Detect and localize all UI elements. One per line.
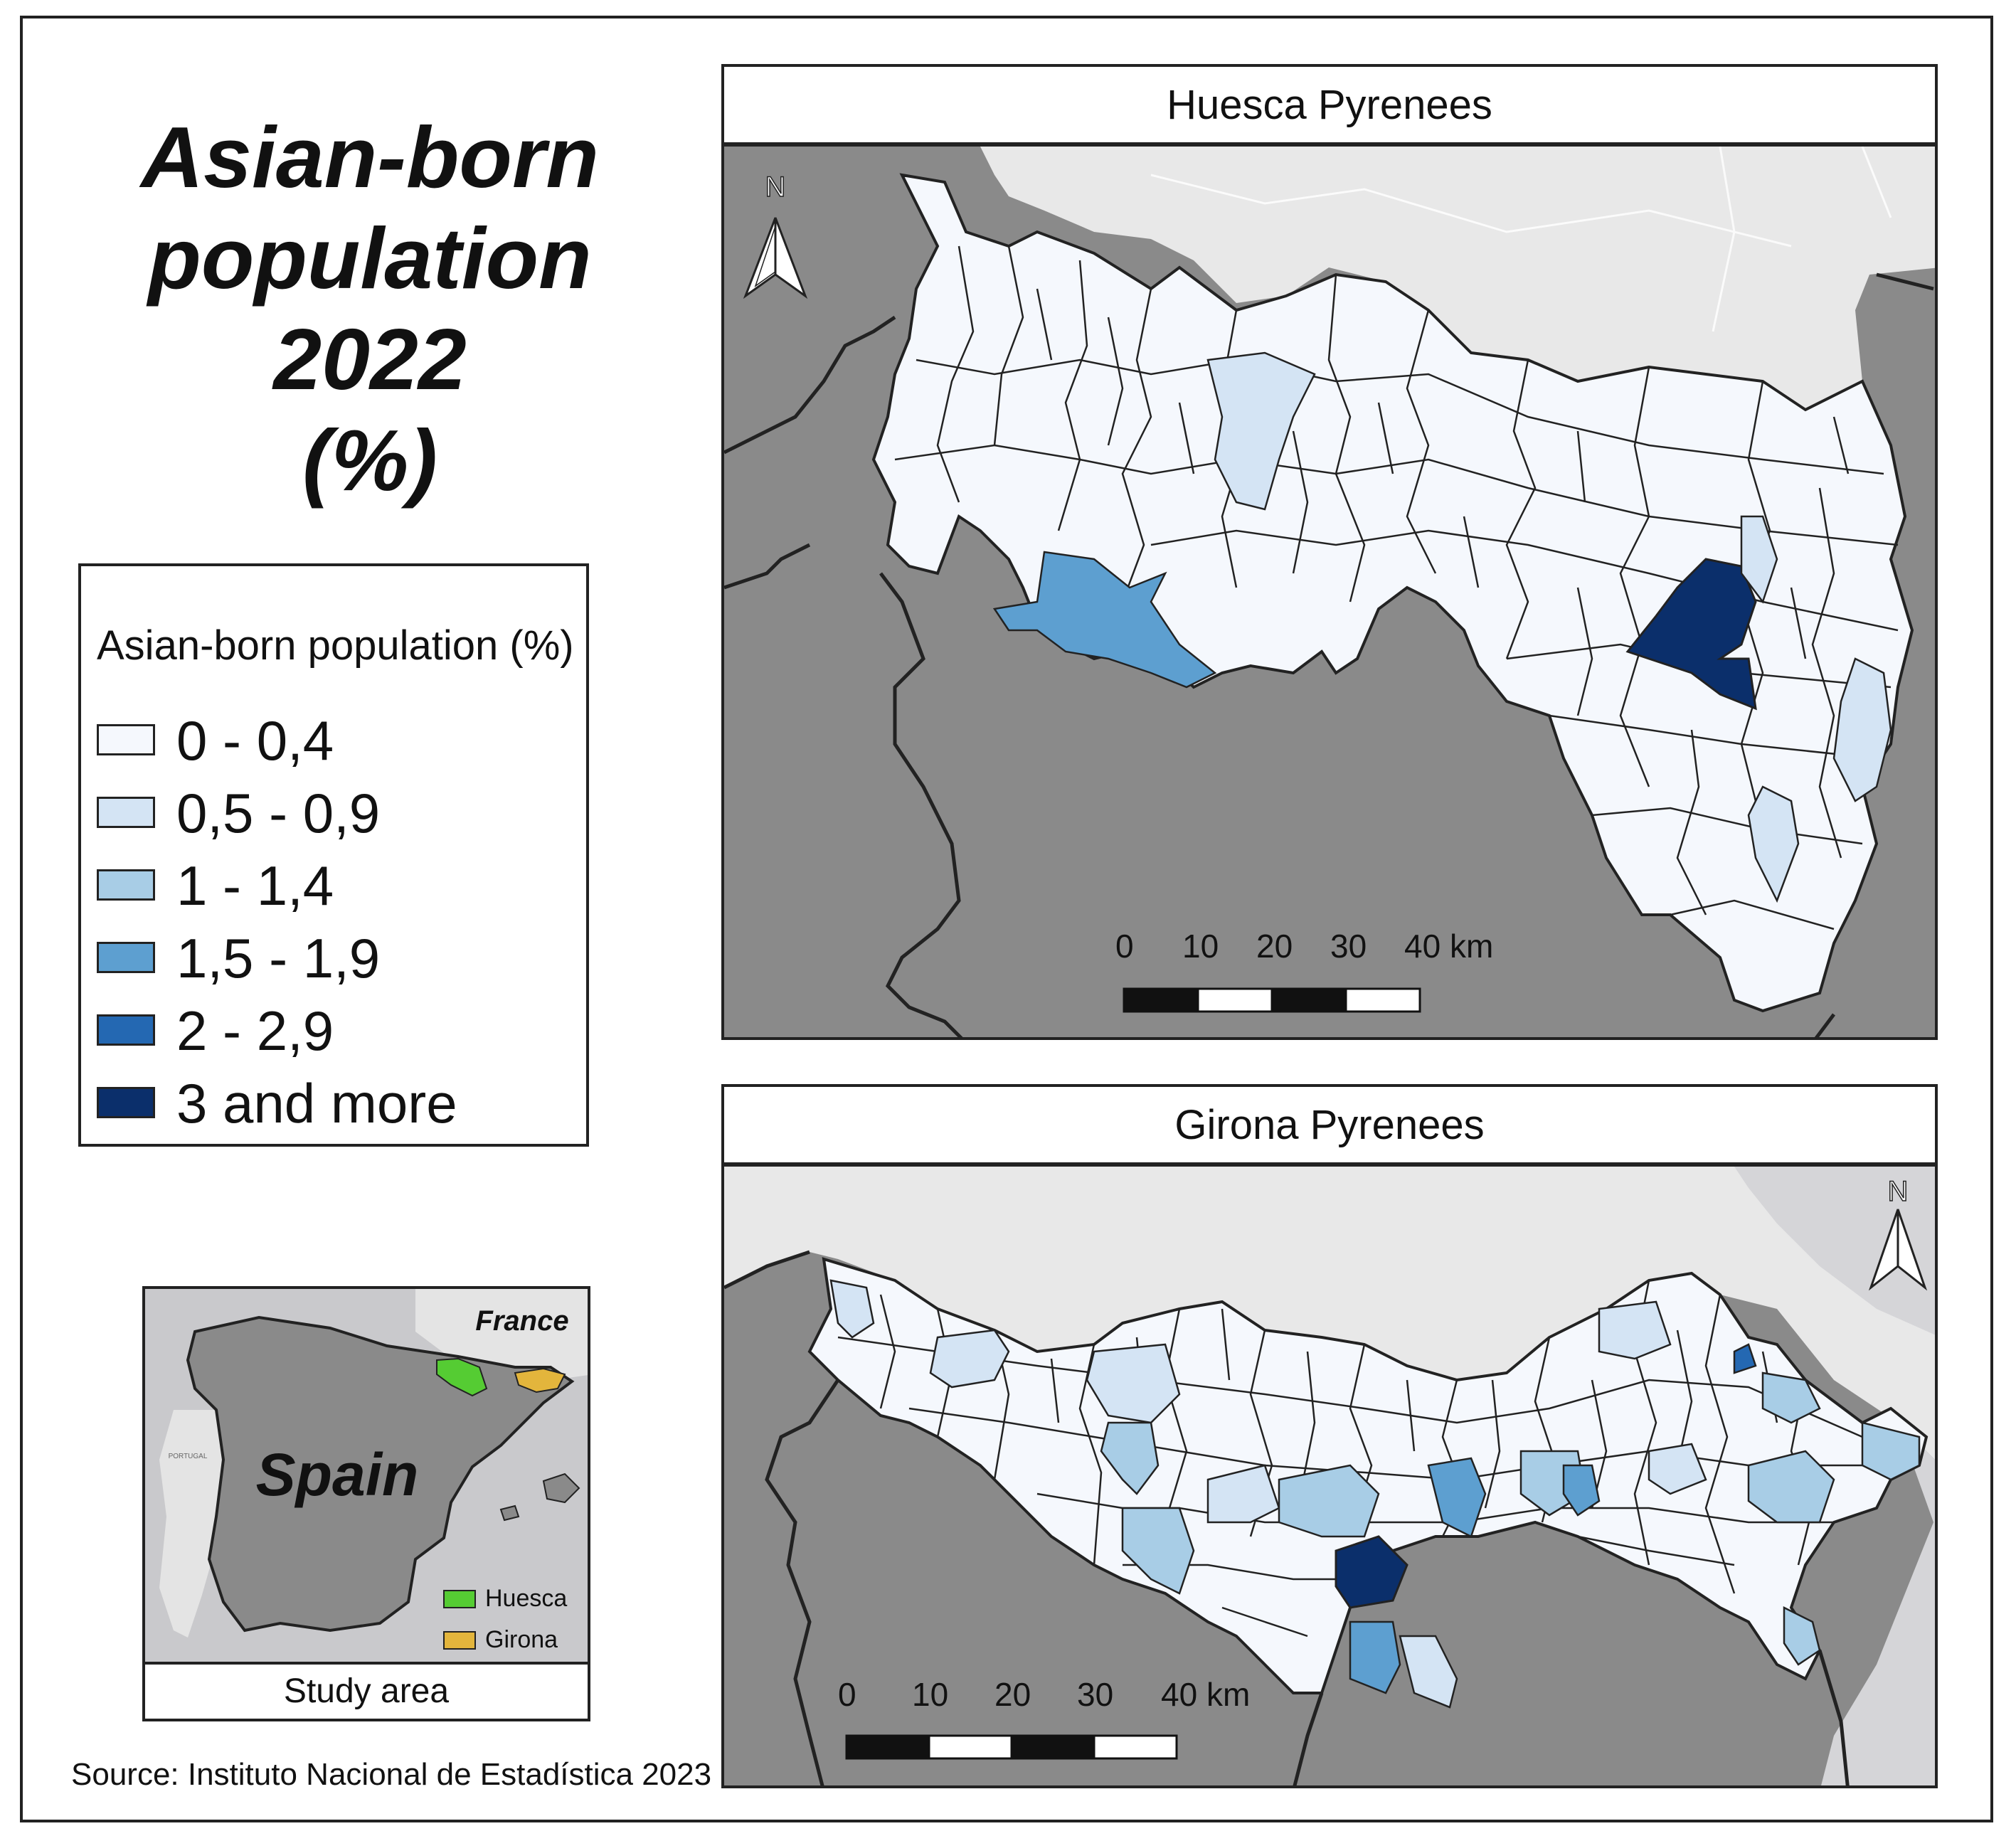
region-borders <box>724 1250 1850 1785</box>
legend: Asian-born population (%) 0 - 0,4 0,5 - … <box>78 563 589 1147</box>
municipality-1-to-1-4 <box>1121 1507 1195 1595</box>
inset-portugal-label: PORTUGAL <box>169 1453 208 1460</box>
legend-swatch-4 <box>97 942 155 973</box>
inset-legend-girona-swatch <box>443 1631 476 1650</box>
municipality-0-5-to-0-9 <box>929 1329 1010 1389</box>
girona-scale-10: 10 <box>912 1676 948 1713</box>
inset-legend-huesca-swatch <box>443 1590 476 1608</box>
huesca-scale-0: 0 <box>1115 928 1134 965</box>
legend-label-3: 1 - 1,4 <box>176 854 334 917</box>
huesca-map-svg: N 0 10 20 30 40 km <box>724 147 1935 1037</box>
title-line-1: Asian-born <box>141 109 599 206</box>
huesca-region <box>871 173 1914 1013</box>
municipality-0-5-to-0-9 <box>1598 1300 1672 1360</box>
huesca-scale-30: 30 <box>1330 928 1367 965</box>
inset-legend-huesca-label: Huesca <box>485 1585 567 1612</box>
legend-label-4: 1,5 - 1,9 <box>176 927 381 989</box>
inset-france <box>415 1289 588 1381</box>
municipality-2-to-2-9 <box>1733 1343 1757 1374</box>
legend-item-6: 3 and more <box>97 1071 580 1135</box>
municipality-0-5-to-0-9 <box>1206 1464 1280 1524</box>
legend-swatch-3 <box>97 869 155 901</box>
huesca-map: N 0 10 20 30 40 km <box>721 144 1938 1040</box>
municipality-0-5-to-0-9 <box>1399 1635 1458 1709</box>
girona-panel-title: Girona Pyrenees <box>721 1084 1938 1165</box>
source-note: Source: Instituto Nacional de Estadístic… <box>71 1757 712 1792</box>
inset-island <box>499 1504 520 1522</box>
municipality-1-5-to-1-9 <box>1349 1620 1401 1694</box>
huesca-scale-20: 20 <box>1256 928 1293 965</box>
legend-swatch-2 <box>97 797 155 828</box>
girona-north-label: N <box>1888 1176 1909 1207</box>
legend-item-2: 0,5 - 0,9 <box>97 781 580 845</box>
legend-swatch-6 <box>97 1087 155 1118</box>
municipality-1-5-to-1-9 <box>1427 1457 1487 1538</box>
inset-spain <box>186 1315 575 1633</box>
huesca-panel-title: Huesca Pyrenees <box>721 64 1938 145</box>
title-line-2: population 2022 <box>148 210 592 408</box>
inset-legend-girona-label: Girona <box>485 1626 558 1653</box>
legend-item-1: 0 - 0,4 <box>97 708 580 773</box>
municipality-1-to-1-4 <box>1747 1450 1835 1524</box>
inset-huesca-area <box>436 1357 488 1397</box>
legend-label-2: 0,5 - 0,9 <box>176 782 381 844</box>
huesca-north-label: N <box>765 171 786 203</box>
girona-scale-40: 40 km <box>1161 1676 1250 1713</box>
municipality-0-5-to-0-9 <box>1832 657 1892 802</box>
title-line-3: (%) <box>302 412 437 509</box>
legend-label-1: 0 - 0,4 <box>176 709 334 772</box>
study-area-inset: Spain France PORTUGAL Huesca Girona <box>142 1286 590 1721</box>
inset-caption: Study area <box>142 1662 590 1721</box>
girona-scale-20: 20 <box>994 1676 1031 1713</box>
girona-scale-labels: 0 10 20 30 40 km <box>838 1676 1250 1713</box>
inset-girona-area <box>514 1367 566 1394</box>
municipality-1-to-1-4 <box>1761 1371 1821 1424</box>
girona-scale-0: 0 <box>838 1676 856 1713</box>
legend-item-3: 1 - 1,4 <box>97 854 580 918</box>
legend-item-4: 1,5 - 1,9 <box>97 926 580 990</box>
municipality-0-5-to-0-9 <box>1648 1443 1707 1495</box>
municipality-1-to-1-4 <box>1861 1421 1921 1481</box>
north-arrow-icon <box>1868 1209 1928 1291</box>
huesca-municipal-boundaries <box>894 245 1899 930</box>
municipality-1-to-1-4 <box>1783 1606 1821 1666</box>
huesca-scale-10: 10 <box>1182 928 1219 965</box>
municipality-1-5-to-1-9 <box>992 551 1217 689</box>
legend-title: Asian-born population (%) <box>97 622 574 669</box>
region-borders <box>724 272 1934 1037</box>
inset-svg: Spain France PORTUGAL Huesca Girona <box>145 1289 588 1719</box>
municipality-0-5-to-0-9 <box>829 1279 875 1339</box>
municipality-1-to-1-4 <box>1100 1421 1160 1495</box>
huesca-scale-40: 40 km <box>1404 928 1493 965</box>
north-arrow-icon <box>743 217 808 299</box>
municipality-1-to-1-4 <box>1278 1464 1380 1538</box>
huesca-scale-bar <box>1123 987 1421 1013</box>
france-area <box>724 1167 1935 1460</box>
girona-map: N 0 10 20 30 40 km <box>721 1164 1938 1788</box>
municipality-3-and-more <box>1335 1535 1408 1609</box>
legend-item-5: 2 - 2,9 <box>97 999 580 1063</box>
sea-area <box>1734 1167 1935 1335</box>
legend-label-5: 2 - 2,9 <box>176 999 334 1062</box>
france-roads <box>1150 147 1892 332</box>
girona-scale-30: 30 <box>1077 1676 1113 1713</box>
inset-island <box>542 1472 580 1504</box>
map-title: Asian-born population 2022 (%) <box>43 107 697 511</box>
municipality-0-5-to-0-9 <box>1747 785 1800 903</box>
inset-france-label: France <box>475 1305 568 1337</box>
inset-portugal <box>159 1410 223 1638</box>
inset-spain-label: Spain <box>256 1441 419 1508</box>
legend-label-6: 3 and more <box>176 1072 457 1135</box>
huesca-scale-labels: 0 10 20 30 40 km <box>1115 928 1493 965</box>
girona-scale-bar <box>845 1734 1178 1760</box>
municipality-3-and-more <box>1625 558 1757 711</box>
sea-area-south <box>1821 1423 1935 1785</box>
legend-swatch-5 <box>97 1014 155 1046</box>
legend-swatch-1 <box>97 724 155 755</box>
municipality-0-5-to-0-9 <box>1740 515 1778 604</box>
girona-map-svg: N 0 10 20 30 40 km <box>724 1167 1935 1785</box>
municipality-1-5-to-1-9 <box>1562 1464 1601 1517</box>
map-frame <box>20 16 1993 1822</box>
municipality-0-5-to-0-9 <box>1206 351 1316 511</box>
